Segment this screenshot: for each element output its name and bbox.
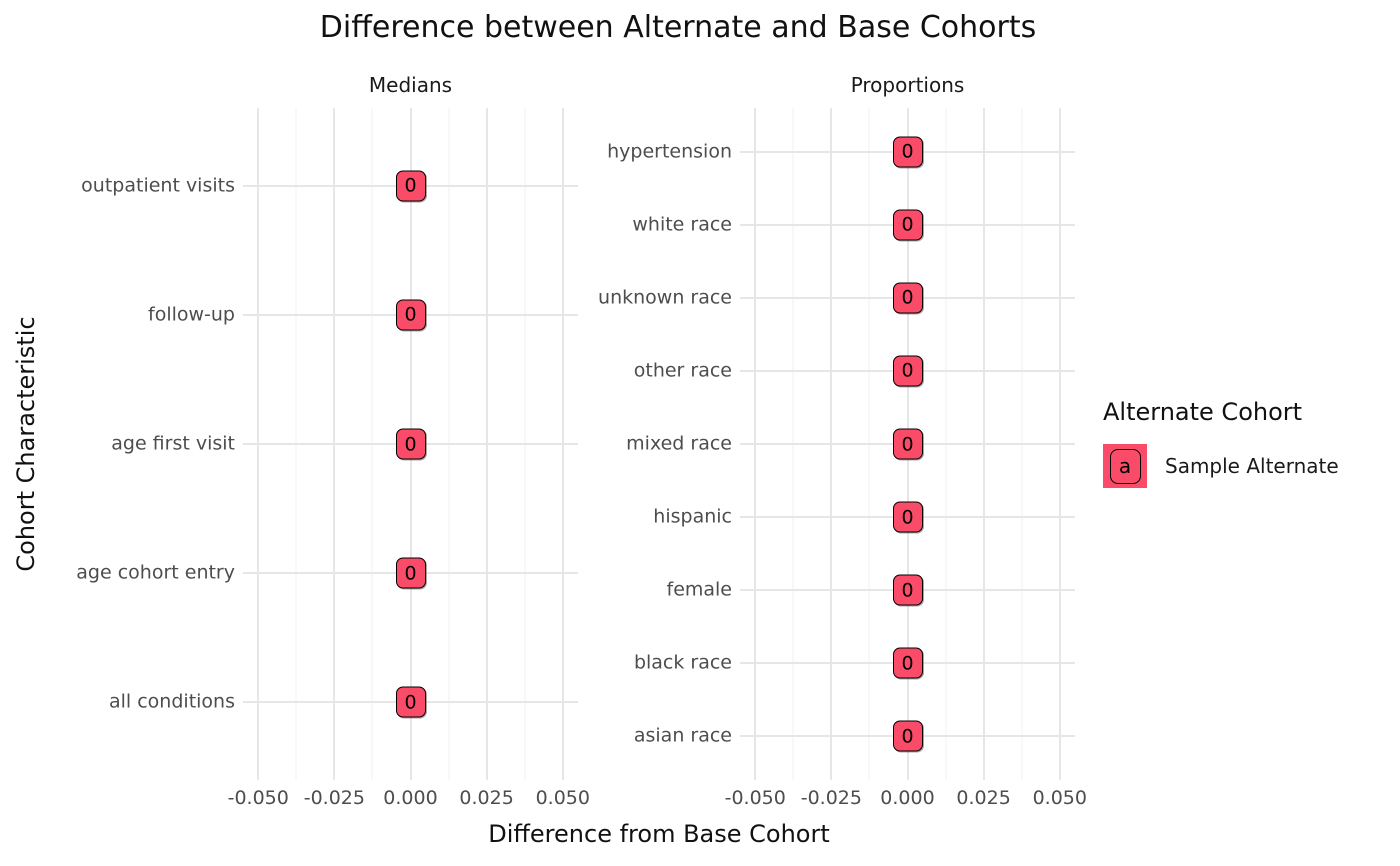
category-label: age cohort entry [76,561,235,584]
legend-key-glyph: a [1109,448,1141,484]
legend-key-swatch: a [1103,444,1147,488]
data-point-marker: 0 [395,170,426,202]
legend-title: Alternate Cohort [1103,398,1303,426]
x-axis-tick-label: -0.050 [724,787,786,809]
category-label: mixed race [626,432,732,455]
data-point-marker: 0 [395,428,426,460]
data-point-marker: 0 [892,355,923,387]
data-point-marker: 0 [395,299,426,331]
data-point-marker: 0 [892,574,923,606]
x-axis-title: Difference from Base Cohort [488,820,830,848]
x-axis-tick-label: 0.025 [459,787,514,809]
data-point-marker: 0 [892,209,923,241]
category-label: asian race [633,724,732,747]
facet-strip-label: Medians [368,73,453,97]
category-label: female [666,578,733,601]
data-point-marker: 0 [892,501,923,533]
category-label: hypertension [607,140,732,163]
data-point-marker: 0 [395,686,426,718]
category-label: outpatient visits [81,174,235,197]
data-point-marker: 0 [892,136,923,168]
data-point-marker: 0 [892,720,923,752]
facet-panel: 0 0 0 0 0 [243,108,578,780]
category-label: all conditions [109,691,235,714]
x-axis-tick-label: -0.050 [227,787,289,809]
category-label: black race [633,651,732,674]
x-axis-tick-label: 0.000 [383,787,438,809]
category-label: unknown race [598,286,732,309]
x-axis-tick-label: 0.050 [535,787,590,809]
category-label: age first visit [111,432,235,455]
legend-item-label: Sample Alternate [1165,454,1339,478]
category-label: other race [633,359,732,382]
facet-strip-label: Proportions [850,73,965,97]
x-axis-tick-label: -0.025 [800,787,862,809]
x-axis-tick-label: 0.050 [1032,787,1087,809]
legend: Alternate Cohort a Sample Alternate [1103,398,1339,488]
plot-title: Difference between Alternate and Base Co… [319,10,1037,45]
data-point-marker: 0 [892,428,923,460]
data-point-marker: 0 [892,282,923,314]
category-label: hispanic [653,505,732,528]
data-point-marker: 0 [395,557,426,589]
x-axis-tick-label: -0.025 [303,787,365,809]
data-point-marker: 0 [892,647,923,679]
x-axis-tick-label: 0.025 [956,787,1011,809]
category-label: follow-up [148,303,235,326]
legend-item: a Sample Alternate [1103,444,1339,488]
category-label: white race [632,213,732,236]
x-axis-tick-label: 0.000 [880,787,935,809]
facet-panel: 0 0 0 0 0 0 0 0 0 [740,108,1075,780]
